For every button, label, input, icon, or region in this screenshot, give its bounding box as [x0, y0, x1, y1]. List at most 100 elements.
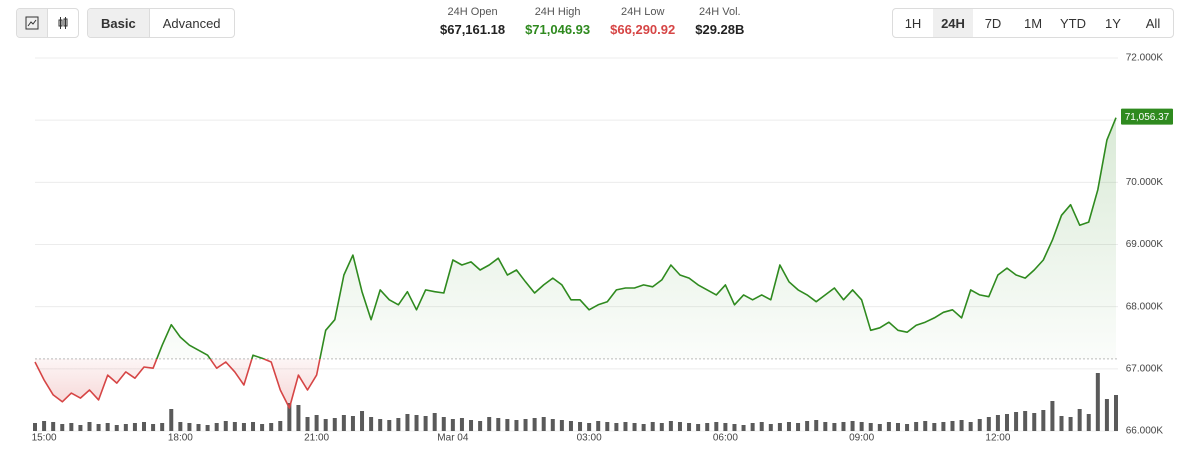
volume-bar — [314, 415, 319, 431]
volume-bar — [241, 423, 246, 431]
x-tick-label: 09:00 — [849, 433, 874, 444]
volume-bar — [51, 422, 56, 431]
volume-bar — [196, 424, 201, 431]
volume-bar — [832, 423, 837, 431]
stat: 24H High $71,046.93 — [525, 6, 590, 37]
volume-bar — [687, 423, 692, 431]
volume-bar — [269, 423, 274, 431]
volume-bar — [959, 420, 964, 431]
volume-bar — [469, 420, 474, 431]
volume-bar — [178, 422, 183, 431]
range-button[interactable]: 1M — [1023, 15, 1043, 31]
volume-bar — [741, 425, 746, 431]
volume-bar — [950, 421, 955, 431]
volume-bar — [641, 424, 646, 431]
volume-bar — [251, 422, 256, 431]
volume-bar — [714, 422, 719, 431]
volume-bar — [33, 423, 37, 431]
volume-bar — [905, 424, 910, 431]
volume-bar — [877, 424, 882, 431]
volume-bar — [96, 424, 101, 431]
volume-bar — [1032, 413, 1037, 431]
volume-bar — [323, 419, 328, 431]
volume-bar — [650, 422, 655, 431]
stat: 24H Open $67,161.18 — [440, 6, 505, 37]
stat: 24H Vol. $29.28B — [695, 6, 744, 37]
volume-bar — [278, 421, 283, 431]
volume-bar — [814, 420, 819, 431]
volume-bar — [932, 423, 937, 431]
stat-label: 24H Low — [620, 6, 665, 18]
volume-bar — [405, 414, 410, 431]
y-tick-label: 68.000K — [1126, 301, 1164, 312]
stat-value: $29.28B — [695, 22, 745, 37]
volume-bar — [414, 415, 419, 431]
stat-value: $67,161.18 — [440, 22, 506, 37]
range-button[interactable]: 7D — [984, 15, 1002, 31]
stats-bar: 24H Open $67,161.18 24H High $71,046.93 24H … — [430, 6, 754, 37]
volume-bar — [968, 422, 973, 431]
volume-bar — [1077, 409, 1082, 431]
range-button[interactable]: YTD — [1060, 15, 1086, 31]
volume-bar — [605, 422, 610, 431]
volume-bar — [151, 424, 156, 431]
volume-bar — [1059, 416, 1064, 431]
volume-bar — [859, 422, 864, 431]
volume-bar — [759, 422, 764, 431]
volume-bar — [768, 424, 773, 431]
volume-bar — [223, 421, 228, 431]
y-tick-label: 69.000K — [1126, 239, 1164, 250]
volume-bar — [995, 415, 1000, 431]
volume-bar — [232, 422, 237, 431]
volume-bar — [895, 423, 900, 431]
volume-bar — [868, 423, 873, 431]
volume-bar — [514, 420, 519, 431]
volume-bar — [550, 419, 555, 431]
volume-bar — [396, 418, 401, 431]
volume-bar — [659, 423, 664, 431]
price-line — [34, 117, 1117, 409]
range-toggle: 1H 24H 7D 1M YTD 1Y All — [892, 8, 1174, 38]
volume-bar — [977, 419, 982, 431]
x-tick-label: Mar 04 — [437, 433, 469, 444]
x-tick-label: 12:00 — [985, 433, 1010, 444]
volume-bar — [360, 411, 365, 431]
range-button[interactable]: All — [1145, 15, 1161, 31]
range-button[interactable]: 1Y — [1105, 15, 1121, 31]
range-button[interactable]: 24H — [933, 9, 973, 37]
volume-bar — [986, 417, 991, 431]
candle-chart-button[interactable] — [48, 9, 78, 37]
volume-bar — [78, 425, 83, 431]
volume-bar — [1004, 414, 1009, 431]
chart-style-toggle — [16, 8, 79, 38]
mode-button[interactable]: Basic — [88, 9, 150, 37]
mode-button[interactable]: Advanced — [162, 15, 221, 31]
stat-label: 24H High — [534, 6, 581, 18]
volume-bar — [1104, 399, 1109, 431]
volume-bar — [668, 421, 673, 431]
volume-bar — [541, 417, 546, 431]
volume-bar — [786, 422, 791, 431]
volume-bar — [505, 419, 510, 431]
y-tick-label: 72.000K — [1126, 53, 1164, 64]
volume-bar — [914, 422, 919, 431]
price-area — [35, 117, 1116, 408]
volume-bar — [632, 423, 637, 431]
volume-bar — [1086, 414, 1091, 431]
line-chart-button[interactable] — [17, 9, 48, 37]
volume-bar — [696, 424, 701, 431]
volume-bar — [723, 423, 728, 431]
volume-bar — [341, 415, 346, 431]
volume-bar — [1050, 401, 1055, 431]
volume-bar — [1114, 395, 1118, 431]
volume-bar — [532, 418, 537, 431]
mode-toggle: Basic Advanced — [87, 8, 235, 38]
range-button[interactable]: 1H — [904, 15, 922, 31]
volume-bar — [777, 423, 782, 431]
volume-bar — [796, 423, 801, 431]
volume-bar — [623, 422, 628, 431]
x-tick-label: 06:00 — [713, 433, 738, 444]
volume-bar — [287, 403, 292, 431]
